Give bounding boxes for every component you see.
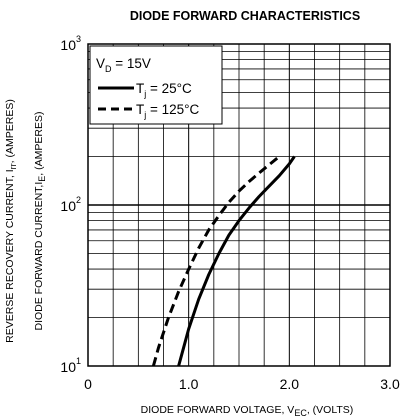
x-tick-label: 2.0 — [280, 376, 300, 392]
legend-box — [89, 45, 223, 125]
y-tick-label: 101 — [60, 356, 81, 375]
x-tick-label: 0 — [84, 376, 92, 392]
plot-frame — [87, 43, 391, 367]
legend-entry-125c: Tj = 125°C — [136, 102, 200, 120]
y-tick-label: 102 — [60, 195, 81, 214]
x-tick-label: 3.0 — [380, 376, 400, 392]
y-axis-label-inner: DIODE FORWARD CURRENT,IE, (AMPERES) — [33, 112, 47, 331]
series-125c-curve — [151, 155, 281, 367]
y-axis-label-outer: REVERSE RECOVERY CURRENT, Irr, (AMPERES) — [4, 99, 18, 343]
y-tick-label: 103 — [60, 34, 81, 53]
legend-condition: VD = 15V — [96, 56, 151, 74]
x-axis-label: DIODE FORWARD VOLTAGE, VEC, (VOLTS) — [141, 404, 354, 417]
series-25c-curve — [177, 155, 296, 367]
x-tick-label: 1.0 — [179, 376, 199, 392]
y-tick-labels: 101 102 103 — [60, 34, 81, 375]
x-tick-labels: 0 1.0 2.0 3.0 — [84, 376, 400, 392]
chart-title: DIODE FORWARD CHARACTERISTICS — [130, 9, 360, 23]
series-layer — [151, 155, 296, 367]
legend-entry-25c: Tj = 25°C — [136, 81, 192, 99]
